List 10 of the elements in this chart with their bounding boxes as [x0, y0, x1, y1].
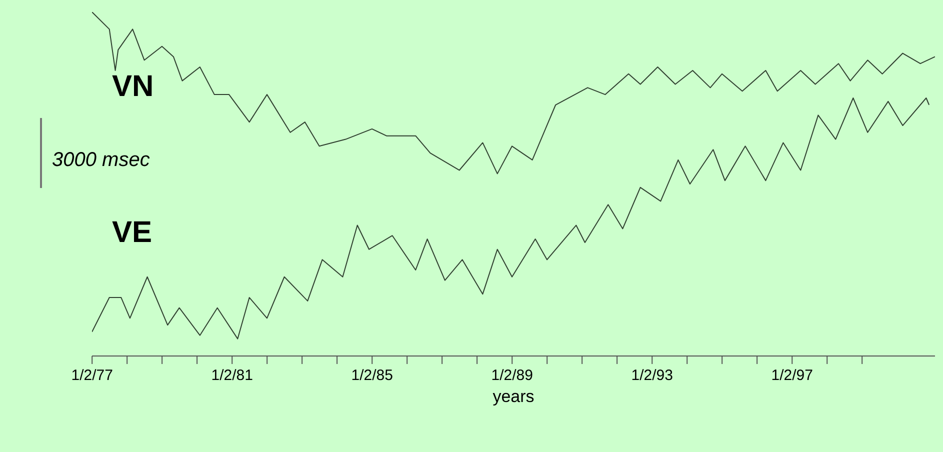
x-tick-label: 1/2/81: [211, 367, 253, 384]
series-label: VE: [112, 216, 152, 250]
annotation: 3000 msec: [52, 149, 150, 172]
x-tick-label: 1/2/93: [631, 367, 673, 384]
x-axis-title: years: [492, 387, 534, 406]
x-tick-label: 1/2/97: [771, 367, 813, 384]
x-tick-label: 1/2/77: [71, 367, 113, 384]
series-label: VN: [112, 70, 154, 104]
x-tick-label: 1/2/85: [351, 367, 393, 384]
x-tick-label: 1/2/89: [491, 367, 533, 384]
